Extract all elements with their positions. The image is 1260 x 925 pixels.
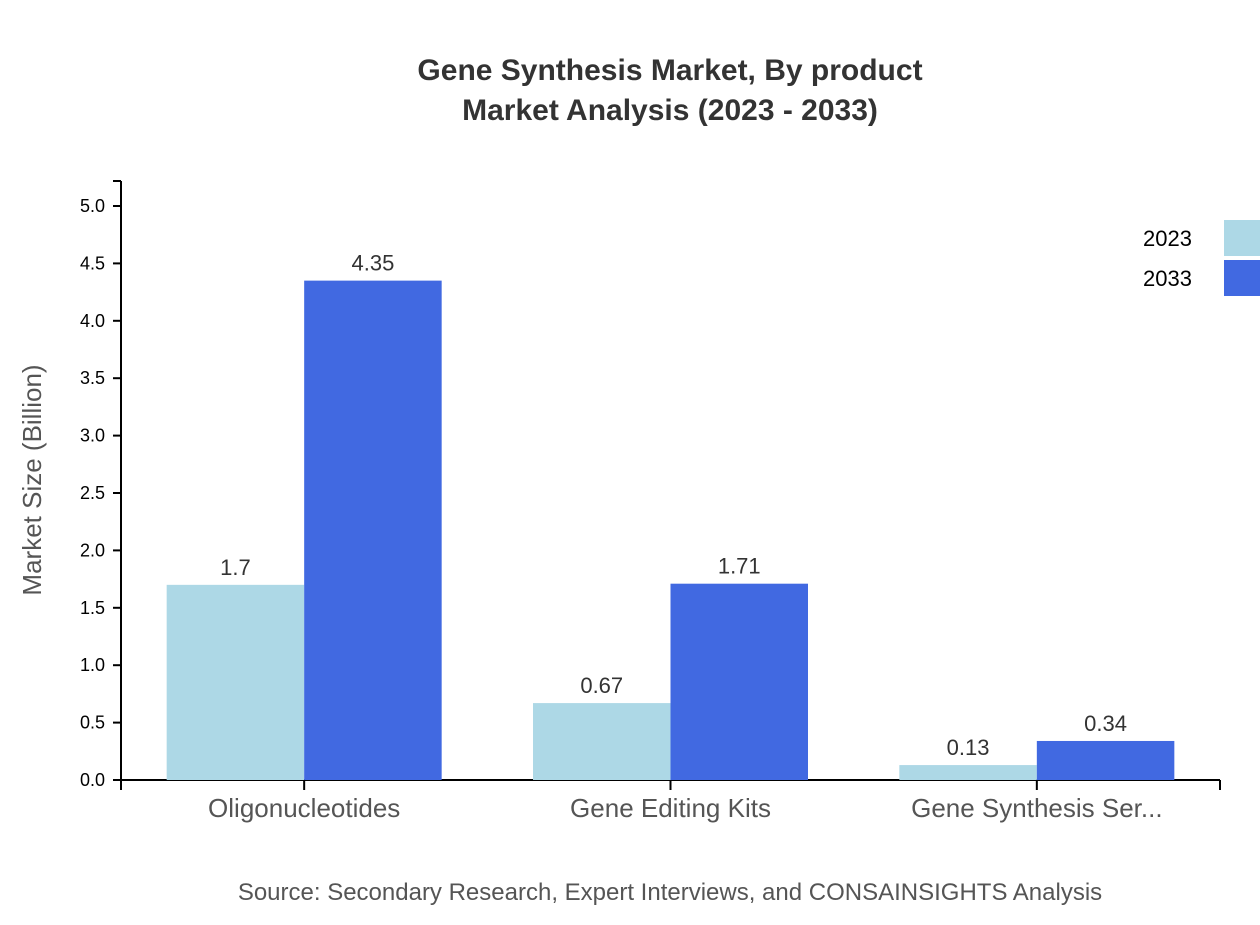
chart-subtitle: Market Analysis (2023 - 2033) — [462, 94, 878, 127]
bar-2023[interactable] — [899, 765, 1037, 780]
bar-2033[interactable] — [1036, 740, 1175, 780]
data-label: 4.35 — [352, 251, 395, 276]
bar-2033[interactable] — [670, 583, 809, 780]
y-tick-label: 2.5 — [80, 483, 105, 503]
data-label: 0.13 — [947, 735, 990, 760]
bars: 1.7 4.35 0.67 1.71 0.13 0.34 — [166, 251, 1175, 780]
y-tick-label: 0.0 — [80, 770, 105, 790]
y-tick-label: 3.5 — [80, 368, 105, 388]
y-tick-label: 4.0 — [80, 311, 105, 331]
legend-swatch — [1224, 220, 1260, 256]
data-label: 1.71 — [718, 554, 761, 579]
y-tick-label: 4.5 — [80, 253, 105, 273]
legend-label: 2033 — [1143, 266, 1192, 291]
y-tick-label: 3.0 — [80, 426, 105, 446]
y-tick-label: 1.0 — [80, 655, 105, 675]
legend-swatch — [1224, 260, 1260, 296]
y-axis-label: Market Size (Billion) — [17, 364, 47, 595]
legend: 2023 2033 — [1143, 220, 1260, 296]
chart-title: Gene Synthesis Market, By product — [417, 54, 922, 87]
y-tick-label: 2.0 — [80, 540, 105, 560]
legend-label: 2023 — [1143, 226, 1192, 251]
x-tick-label: Oligonucleotides — [208, 793, 400, 823]
bar-2023[interactable] — [533, 703, 671, 780]
source-note: Source: Secondary Research, Expert Inter… — [238, 879, 1102, 906]
bar-2033[interactable] — [304, 280, 442, 780]
y-tick-label: 0.5 — [80, 713, 105, 733]
bar-2023[interactable] — [166, 584, 305, 780]
y-tick-label: 5.0 — [80, 196, 105, 216]
y-tick-label: 1.5 — [80, 598, 105, 618]
x-tick-label: Gene Synthesis Ser... — [911, 793, 1162, 823]
data-label: 1.7 — [220, 555, 251, 580]
x-tick-label: Gene Editing Kits — [570, 793, 771, 823]
data-label: 0.34 — [1084, 711, 1127, 736]
data-label: 0.67 — [580, 673, 623, 698]
